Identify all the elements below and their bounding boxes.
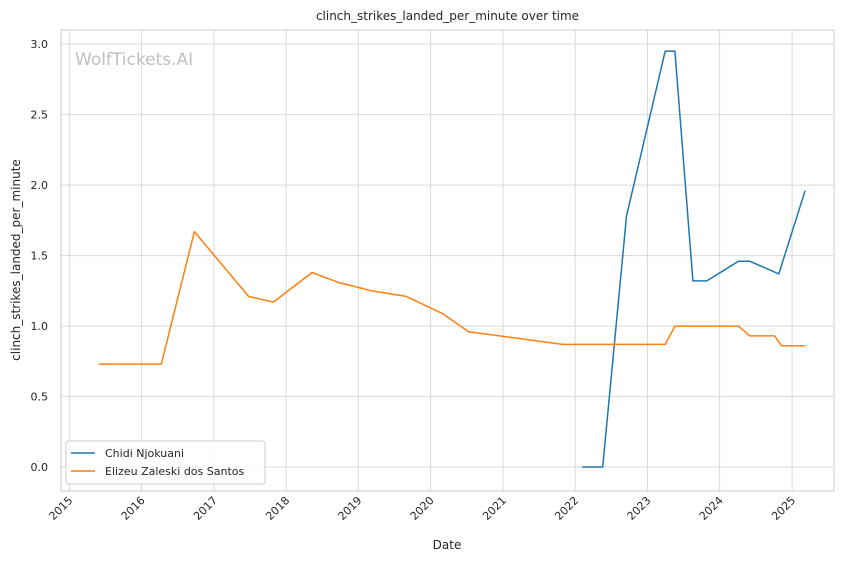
legend-label-series-2: Elizeu Zaleski dos Santos [105,465,245,478]
y-tick-label: 2.5 [31,109,49,122]
plot-frame [60,29,835,492]
x-tick-label: 2015 [46,494,75,523]
y-tick-label: 2.0 [31,179,49,192]
legend-label-series-1: Chidi Njokuani [105,447,184,460]
x-axis-label: Date [433,538,462,552]
y-tick-labels: 0.0 0.5 1.0 1.5 2.0 2.5 3.0 [31,38,49,474]
series-layer [98,50,806,468]
x-tick-label: 2023 [625,494,654,523]
x-tick-label: 2016 [119,494,148,523]
y-tick-label: 0.0 [31,461,49,474]
x-tick-label: 2018 [263,494,292,523]
y-tick-label: 3.0 [31,38,49,51]
y-axis-label: clinch_strikes_landed_per_minute [9,159,23,361]
x-tick-label: 2019 [335,494,364,523]
y-tick-label: 0.5 [31,391,49,404]
chart-title: clinch_strikes_landed_per_minute over ti… [316,9,579,23]
legend-box [65,440,266,485]
series-line-2 [98,230,806,365]
grid [61,30,834,491]
x-tick-label: 2020 [408,494,437,523]
legend: Chidi Njokuani Elizeu Zaleski dos Santos [65,440,266,485]
y-tick-label: 1.5 [31,250,49,263]
x-tick-label: 2025 [769,494,798,523]
x-tick-label: 2017 [191,494,220,523]
x-tick-label: 2022 [552,494,581,523]
series-line-1 [582,50,806,468]
x-tick-label: 2024 [697,494,726,523]
watermark: WolfTickets.AI [75,50,193,70]
y-tick-label: 1.0 [31,320,49,333]
x-tick-label: 2021 [480,494,509,523]
x-tick-labels: 2015 2016 2017 2018 2019 2020 2021 2022 2023 2024… [46,494,798,523]
